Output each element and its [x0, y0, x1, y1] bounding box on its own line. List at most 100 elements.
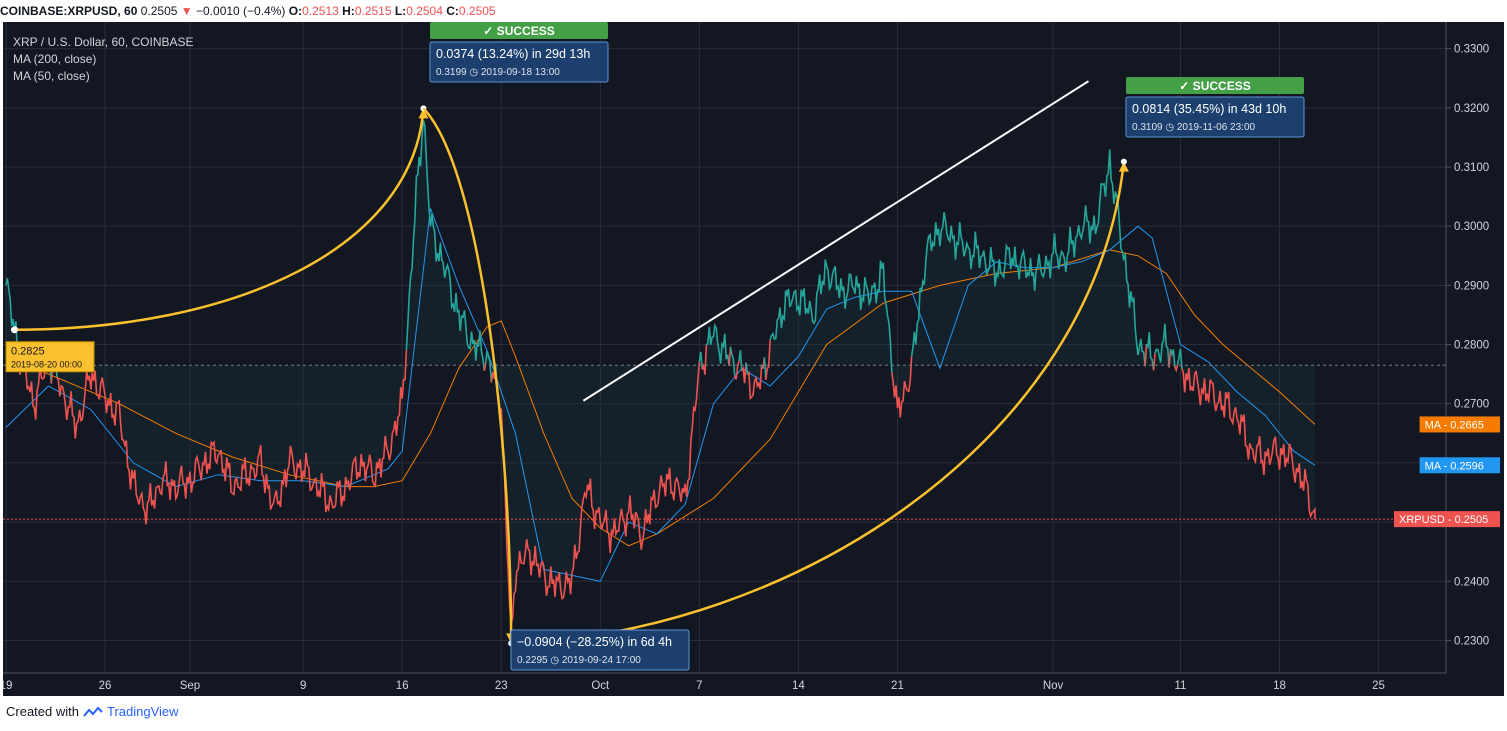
- price-line-segment: [769, 259, 893, 373]
- time-tick-label: Sep: [180, 680, 200, 692]
- price-tick-label: 0.2900: [1454, 280, 1489, 292]
- price-line-segment: [1174, 364, 1179, 373]
- legend-ma50: MA (50, close): [13, 69, 90, 83]
- time-tick-label: 19: [3, 680, 12, 692]
- legend-title: XRP / U.S. Dollar, 60, COINBASE: [13, 35, 194, 49]
- time-tick-label: 7: [696, 680, 702, 692]
- low-label: L:: [394, 4, 407, 18]
- price-line-segment: [741, 362, 747, 384]
- price-line-segment: [1168, 349, 1172, 368]
- change-arrow: ▼: [180, 4, 193, 18]
- start-point: [10, 326, 18, 334]
- open-value: 0.2513: [302, 4, 339, 18]
- start-point-date: 2019-08-20 00:00: [11, 360, 82, 370]
- success-badge-label: ✓ SUCCESS: [483, 24, 554, 38]
- price-scale: [1446, 22, 1504, 696]
- symbol-name[interactable]: COINBASE:XRPUSD, 60: [0, 4, 138, 18]
- start-point-callout: [5, 341, 95, 373]
- price-line-segment: [483, 362, 487, 371]
- time-tick-label: 11: [1174, 680, 1186, 692]
- time-tick-label: 23: [495, 680, 508, 692]
- open-label: O:: [288, 4, 303, 18]
- symbol-header: COINBASE:XRPUSD, 60 0.2505 ▼ −0.0010 (−0…: [0, 0, 1507, 22]
- close-label: C:: [446, 4, 459, 18]
- price-line-segment: [56, 349, 408, 525]
- low-value: 0.2504: [406, 4, 443, 18]
- price-line-segment: [910, 149, 1146, 367]
- last-price: 0.2505: [140, 4, 178, 18]
- price-tick-label: 0.2700: [1454, 399, 1489, 411]
- price-tick-label: 0.2300: [1454, 635, 1489, 647]
- price-line-segment: [698, 351, 703, 370]
- tradingview-logo-icon: [83, 706, 103, 717]
- time-tick-label: 9: [300, 680, 306, 692]
- price-line-segment: [1154, 323, 1170, 368]
- price-tick-label: 0.2800: [1454, 340, 1489, 352]
- price-tick-label: 0.3200: [1454, 103, 1489, 115]
- measurement-callout: [510, 629, 690, 671]
- price-line-segment: [1181, 368, 1316, 520]
- measure-arc: [422, 107, 513, 644]
- price-area-fill: [6, 120, 1315, 624]
- time-tick-label: 25: [1372, 680, 1385, 692]
- price-line-segment: [1152, 353, 1156, 371]
- success-badge: [1126, 77, 1304, 94]
- measurement-main-text: −0.0904 (−28.25%) in 6d 4h: [517, 635, 672, 649]
- tradingview-link[interactable]: TradingView: [106, 704, 179, 719]
- created-with-text: Created with: [6, 704, 79, 719]
- time-tick-label: 26: [99, 680, 112, 692]
- legend-ma200: MA (200, close): [13, 52, 96, 66]
- price-tick-label: 0.3000: [1454, 221, 1489, 233]
- price-line-segment: [745, 362, 749, 375]
- price-line-segment: [733, 360, 740, 380]
- time-scale: [3, 673, 1504, 696]
- measurement-sub-text: 0.3199 ◷ 2019-09-18 13:00: [436, 67, 560, 78]
- price-line-segment: [25, 351, 48, 420]
- price-tick-label: 0.2400: [1454, 576, 1489, 588]
- success-badge: [430, 22, 608, 39]
- price-line-segment: [891, 356, 913, 418]
- arc-arrow-icon: [1118, 161, 1129, 172]
- measurement-sub-text: 0.3109 ◷ 2019-11-06 23:00: [1132, 122, 1256, 133]
- price-line-segment: [1145, 332, 1155, 371]
- price-line-segment: [1144, 344, 1148, 367]
- ma50-tag: [1419, 457, 1500, 474]
- measurement-main-text: 0.0374 (13.24%) in 29d 13h: [436, 47, 590, 61]
- time-tick-label: Nov: [1043, 680, 1064, 692]
- price-line-segment: [701, 344, 708, 375]
- success-badge-label: ✓ SUCCESS: [1179, 79, 1250, 93]
- time-tick-label: 18: [1273, 680, 1286, 692]
- price-line-segment: [746, 364, 763, 401]
- high-value: 0.2515: [354, 4, 392, 18]
- footer: Created with TradingView: [6, 704, 179, 719]
- price-line-segment: [484, 350, 493, 383]
- arc-arrow-icon: [418, 108, 429, 119]
- arc-end-point: [1120, 158, 1127, 165]
- price-tick-label: 0.3300: [1454, 44, 1489, 56]
- price-line-segment: [705, 322, 730, 366]
- close-value: 0.2505: [458, 4, 496, 18]
- price-line-segment: [496, 361, 701, 624]
- price-line-segment: [1176, 348, 1183, 369]
- ma50-tag-label: MA - 0.2596: [1425, 460, 1484, 472]
- price-line-segment: [738, 350, 743, 371]
- price-line-segment: [405, 120, 486, 371]
- chart-panel[interactable]: ✓ SUCCESS 0.0374 (13.24%) in 29d 13h 0.319…: [0, 22, 1504, 696]
- measurement-callout: [1125, 96, 1305, 138]
- price-change: −0.0010 (−0.4%): [196, 4, 286, 18]
- price-line-segment: [1169, 348, 1176, 367]
- price-line-segment: [765, 339, 771, 380]
- price-line-segment: [729, 346, 736, 376]
- time-tick-label: 16: [396, 680, 409, 692]
- ma200-tag: [1419, 416, 1500, 433]
- measurement-sub-text: 0.2295 ◷ 2019-09-24 17:00: [517, 655, 641, 666]
- time-tick-label: 14: [792, 680, 805, 692]
- high-label: H:: [342, 4, 355, 18]
- measurement-callout: [429, 41, 609, 83]
- ma200-tag-label: MA - 0.2665: [1425, 419, 1484, 431]
- time-tick-label: Oct: [591, 680, 610, 692]
- ma200-line: [5, 249, 1316, 547]
- measure-arc: [511, 161, 1126, 645]
- xrpusd-tag: [1394, 511, 1500, 528]
- price-chart[interactable]: ✓ SUCCESS 0.0374 (13.24%) in 29d 13h 0.319…: [0, 22, 1504, 696]
